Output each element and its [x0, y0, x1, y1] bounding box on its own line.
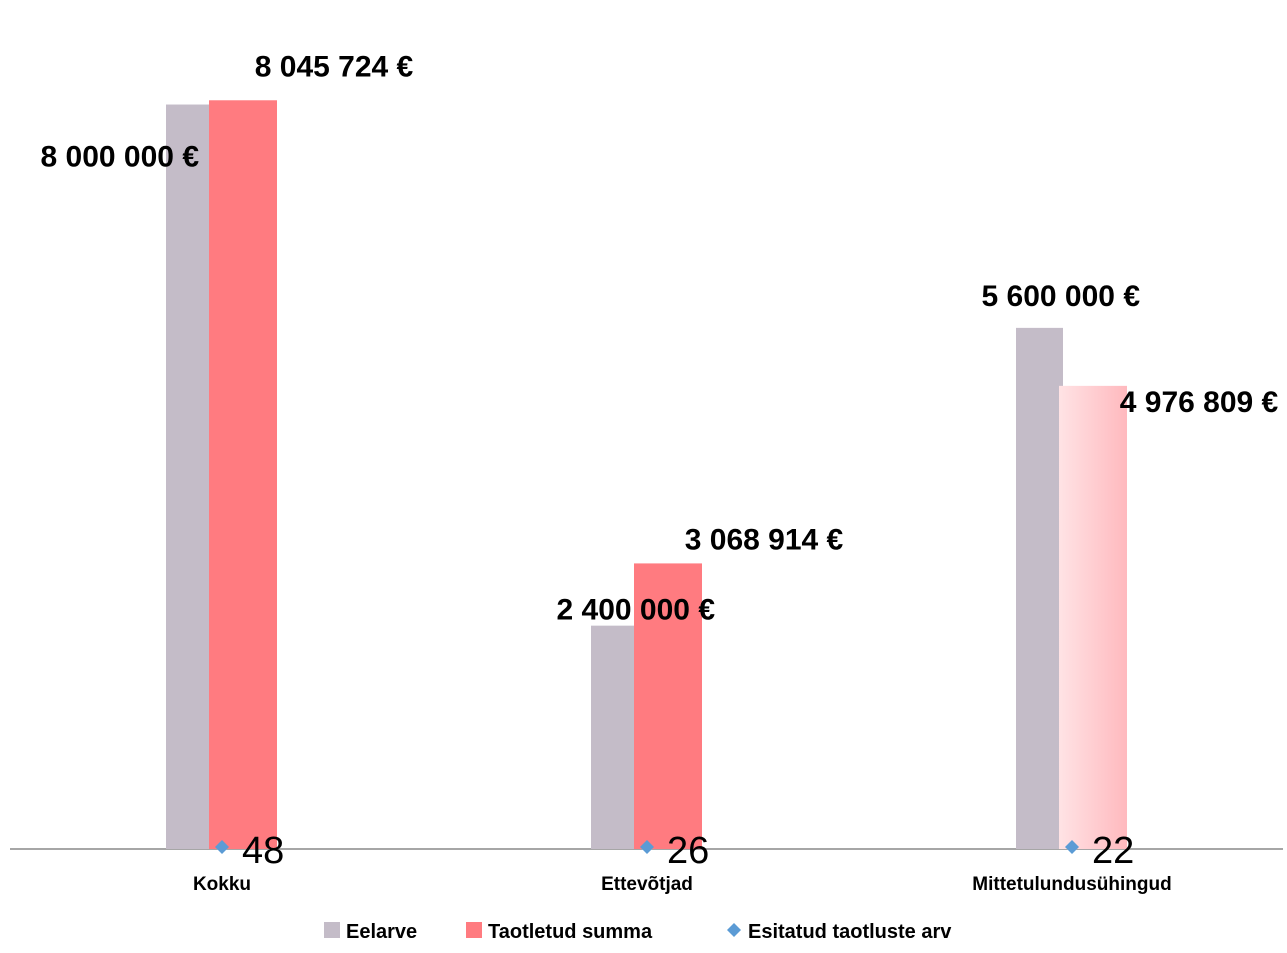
- bar-eelarve-mittetulundusuhingud: [1016, 327, 1063, 849]
- legend: Eelarve Taotletud summa Esitatud taotluste…: [324, 921, 952, 943]
- legend-swatch-taotletud-summa: [466, 922, 482, 938]
- x-tick-label-mittetulundusuhingud: Mittetulundusühingud: [972, 874, 1171, 895]
- data-label-eelarve-kokku: 8 000 000 €: [41, 141, 200, 174]
- data-label-taotletud-summa-ettevotjad: 3 068 914 €: [685, 523, 844, 556]
- bars-layer: [166, 100, 1127, 849]
- bar-eelarve-kokku: [166, 104, 213, 849]
- data-label-eelarve-mittetulundusuhingud: 5 600 000 €: [982, 280, 1141, 313]
- data-label-esitatud-taotluste-arv-mittetulundusuhingud: 22: [1092, 830, 1134, 872]
- data-label-taotletud-summa-mittetulundusuhingud: 4 976 809 €: [1120, 386, 1279, 419]
- marker-esitatud-taotluste-arv-ettevotjad: [640, 840, 654, 854]
- bar-taotletud-summa-kokku: [209, 100, 277, 849]
- data-label-esitatud-taotluste-arv-kokku: 48: [242, 830, 284, 872]
- bar-eelarve-ettevotjad: [591, 625, 638, 849]
- x-tick-label-ettevotjad: Ettevõtjad: [601, 874, 693, 895]
- legend-label-eelarve: Eelarve: [346, 921, 417, 943]
- data-label-taotletud-summa-kokku: 8 045 724 €: [255, 50, 414, 83]
- bar-taotletud-summa-ettevotjad: [634, 563, 702, 849]
- marker-esitatud-taotluste-arv-kokku: [215, 840, 229, 854]
- data-label-eelarve-ettevotjad: 2 400 000 €: [557, 594, 716, 627]
- legend-label-esitatud-taotluste-arv: Esitatud taotluste arv: [748, 921, 952, 943]
- data-label-esitatud-taotluste-arv-ettevotjad: 26: [667, 830, 709, 872]
- bar-taotletud-summa-mittetulundusuhingud: [1059, 385, 1127, 849]
- x-tick-label-kokku: Kokku: [193, 874, 251, 895]
- marker-esitatud-taotluste-arv-mittetulundusuhingud: [1065, 840, 1079, 854]
- legend-label-taotletud-summa: Taotletud summa: [488, 921, 653, 943]
- legend-swatch-eelarve: [324, 922, 340, 938]
- legend-swatch-esitatud-taotluste-arv: [727, 923, 741, 937]
